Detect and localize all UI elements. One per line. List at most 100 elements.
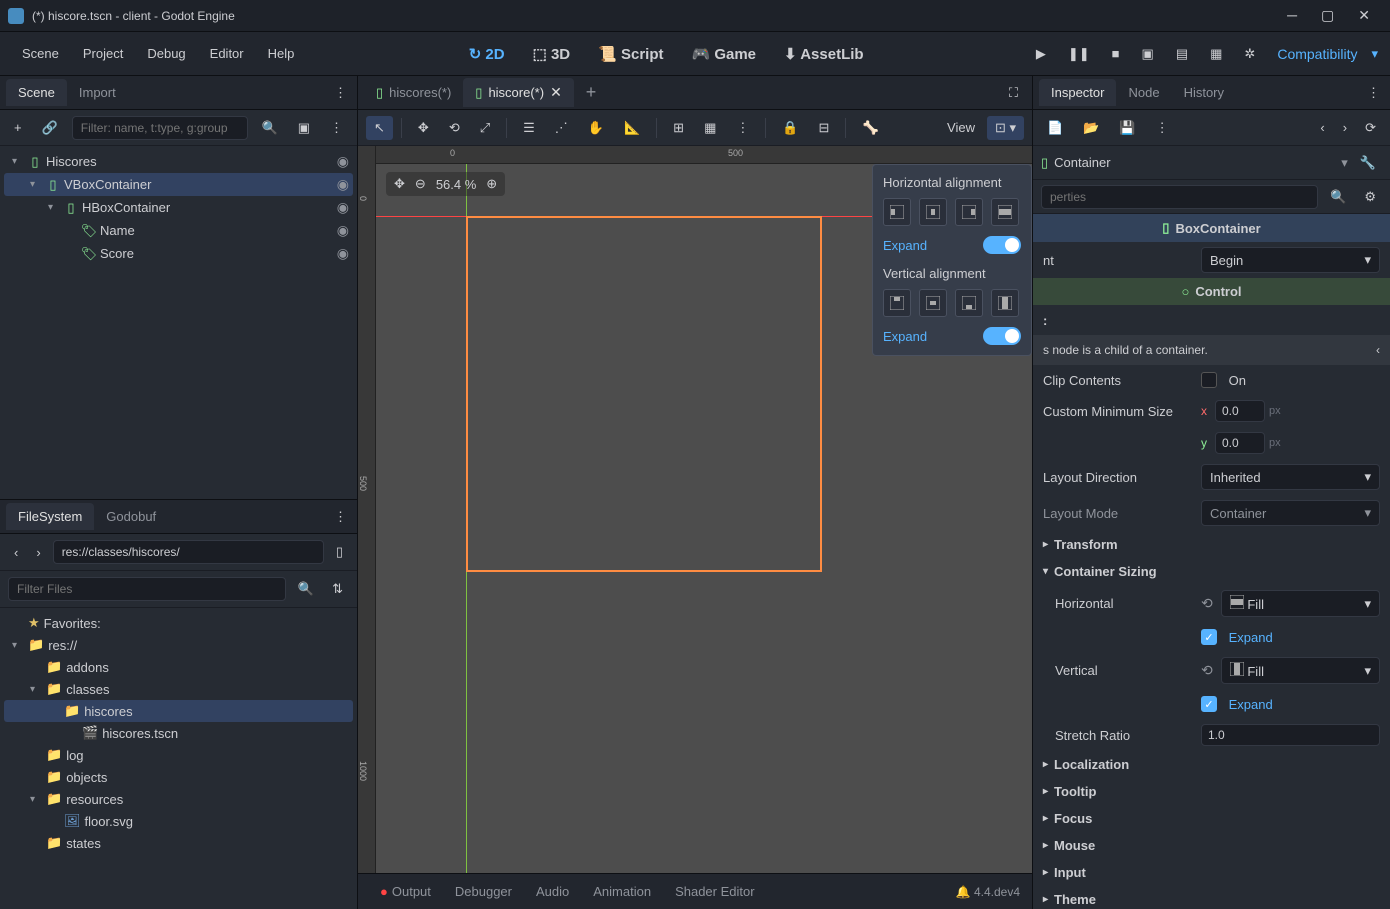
cms-y-input[interactable] [1215, 432, 1265, 454]
tab-debugger[interactable]: Debugger [445, 878, 522, 905]
inspector-dock-menu[interactable]: ⋮ [1363, 81, 1384, 105]
tree-node-hboxcontainer[interactable]: ▾ ▯ HBoxContainer ◉ [4, 196, 353, 219]
tab-shader[interactable]: Shader Editor [665, 878, 765, 905]
menu-editor[interactable]: Editor [200, 42, 254, 65]
fs-node[interactable]: ▾ 📁 classes [4, 678, 353, 700]
fs-sort-button[interactable]: ⇅ [326, 577, 349, 601]
close-tab-button[interactable]: ✕ [550, 84, 562, 101]
tab-output[interactable]: ●Output [370, 878, 441, 905]
group-button[interactable]: ⊟ [811, 116, 838, 140]
play-button[interactable]: ▶ [1028, 42, 1054, 66]
fs-node[interactable]: ▾ 📁 res:// [4, 634, 353, 656]
lock-button[interactable]: 🔒 [774, 116, 806, 140]
extra-resource-button[interactable]: ⋮ [1150, 116, 1175, 140]
fs-node[interactable]: 📁 hiscores [4, 700, 353, 722]
tree-node-name[interactable]: 🏷 Name ◉ [4, 219, 353, 242]
anchor-menu-button[interactable]: ⊡ ▾ [987, 116, 1024, 140]
h-align-right[interactable] [955, 198, 983, 226]
workspace-game[interactable]: 🎮 Game [681, 39, 766, 69]
h-align-left[interactable] [883, 198, 911, 226]
tree-node-vboxcontainer[interactable]: ▾ ▯ VBoxContainer ◉ [4, 173, 353, 196]
menu-project[interactable]: Project [73, 42, 133, 65]
section-boxcontainer[interactable]: ▯BoxContainer [1033, 214, 1390, 242]
visibility-icon[interactable]: ◉ [337, 176, 349, 193]
renderer-select[interactable]: Compatibility [1269, 46, 1365, 62]
distraction-free-button[interactable]: ⛶ [1001, 81, 1026, 105]
group-mouse[interactable]: ▸Mouse [1033, 832, 1390, 859]
tab-audio[interactable]: Audio [526, 878, 579, 905]
menu-scene[interactable]: Scene [12, 42, 69, 65]
revert-horizontal[interactable]: ⟲ [1201, 595, 1213, 612]
layoutdir-dropdown[interactable]: Inherited▾ [1201, 464, 1380, 490]
zoom-in-button[interactable]: ⊕ [486, 176, 497, 192]
ruler-tool[interactable]: 📐 [616, 116, 648, 140]
inspector-settings-button[interactable]: ⚙ [1358, 185, 1382, 209]
v-expand-checkbox[interactable]: ✓ [1201, 696, 1217, 712]
fs-node[interactable]: ★ Favorites: [4, 612, 353, 634]
pause-button[interactable]: ❚❚ [1060, 42, 1098, 66]
scene-tab[interactable]: ▯hiscore(*)✕ [463, 78, 574, 107]
tab-inspector[interactable]: Inspector [1039, 79, 1116, 106]
fs-node[interactable]: 📁 addons [4, 656, 353, 678]
fs-node[interactable]: 🎬 hiscores.tscn [4, 722, 353, 744]
fs-node[interactable]: ▾ 📁 resources [4, 788, 353, 810]
visibility-icon[interactable]: ◉ [337, 222, 349, 239]
fs-dock-menu[interactable]: ⋮ [330, 505, 351, 529]
snap-tool[interactable]: ⋰ [547, 116, 576, 140]
group-focus[interactable]: ▸Focus [1033, 805, 1390, 832]
search-icon[interactable]: 🔍 [256, 116, 284, 140]
inspector-search-icon[interactable]: 🔍 [1324, 185, 1352, 209]
more-opts[interactable]: ⋮ [728, 116, 757, 140]
inspector-filter-input[interactable] [1041, 185, 1318, 209]
play-scene-button[interactable]: ▤ [1168, 42, 1196, 66]
rotate-tool[interactable]: ⟲ [441, 116, 468, 140]
group-container-sizing[interactable]: ▾Container Sizing [1033, 558, 1390, 585]
fs-split-button[interactable]: ▯ [330, 540, 349, 564]
select-tool[interactable]: ↖ [366, 116, 393, 140]
visibility-icon[interactable]: ◉ [337, 153, 349, 170]
move-tool[interactable]: ✥ [410, 116, 437, 140]
grid-opts[interactable]: ▦ [696, 116, 724, 140]
movie-button[interactable]: ✲ [1236, 42, 1263, 66]
v-align-top[interactable] [883, 289, 911, 317]
fs-search-icon[interactable]: 🔍 [292, 577, 320, 601]
node-tool-button[interactable]: 🔧 [1354, 151, 1382, 175]
group-transform[interactable]: ▸Transform [1033, 531, 1390, 558]
h-expand-checkbox[interactable]: ✓ [1201, 629, 1217, 645]
add-node-button[interactable]: + [8, 116, 28, 139]
zoom-out-button[interactable]: ⊖ [415, 176, 426, 192]
warning-banner[interactable]: s node is a child of a container.‹ [1033, 335, 1390, 365]
h-expand-toggle[interactable] [983, 236, 1021, 254]
history-back-button[interactable]: ‹ [1314, 116, 1330, 140]
menu-debug[interactable]: Debug [137, 42, 195, 65]
fs-filter-input[interactable] [8, 577, 286, 601]
stop-button[interactable]: ■ [1104, 42, 1128, 65]
group-theme[interactable]: ▸Theme [1033, 886, 1390, 909]
maximize-button[interactable]: ▢ [1321, 7, 1334, 24]
scene-tool-button[interactable]: ▣ [292, 116, 316, 140]
tab-history[interactable]: History [1172, 79, 1236, 106]
scene-more-button[interactable]: ⋮ [324, 116, 349, 140]
fs-node[interactable]: 📁 log [4, 744, 353, 766]
load-resource-button[interactable]: 📂 [1077, 116, 1105, 140]
group-input[interactable]: ▸Input [1033, 859, 1390, 886]
viewport-2d[interactable]: 0500 05001000 ✥ ⊖ 56.4 % ⊕ Horizontal al… [358, 146, 1032, 873]
revert-vertical[interactable]: ⟲ [1201, 662, 1213, 679]
node-path-text[interactable]: Container [1054, 155, 1335, 170]
cms-x-input[interactable] [1215, 400, 1265, 422]
clip-checkbox[interactable] [1201, 372, 1217, 388]
selection-box[interactable] [466, 216, 822, 572]
group-tooltip[interactable]: ▸Tooltip [1033, 778, 1390, 805]
visibility-icon[interactable]: ◉ [337, 245, 349, 262]
list-tool[interactable]: ☰ [515, 116, 543, 140]
layoutmode-dropdown[interactable]: Container▾ [1201, 500, 1380, 526]
tab-import[interactable]: Import [67, 79, 128, 106]
section-control[interactable]: ○Control [1033, 278, 1390, 305]
fs-fwd-button[interactable]: › [30, 541, 46, 564]
fs-back-button[interactable]: ‹ [8, 541, 24, 564]
new-resource-button[interactable]: 📄 [1041, 116, 1069, 140]
add-tab-button[interactable]: + [574, 76, 609, 109]
group-localization[interactable]: ▸Localization [1033, 751, 1390, 778]
tab-animation[interactable]: Animation [583, 878, 661, 905]
scene-tab[interactable]: ▯hiscores(*) [364, 78, 463, 107]
